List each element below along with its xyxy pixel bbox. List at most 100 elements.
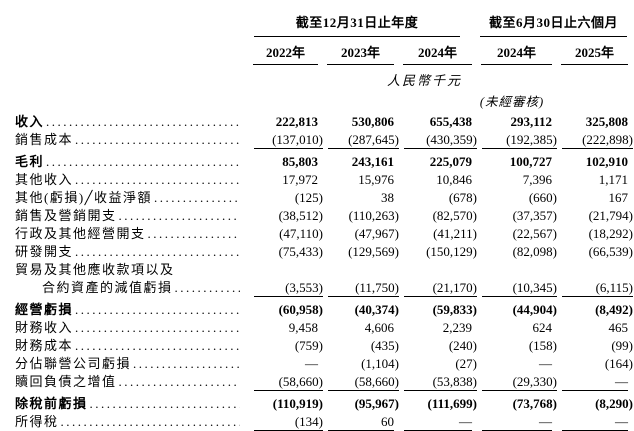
- cell-value: (240): [448, 338, 477, 353]
- cell-value: 655,438: [429, 114, 472, 129]
- cell-value: (18,292): [588, 226, 633, 241]
- cell-value: (60,958): [278, 302, 323, 317]
- cell-value: —: [305, 356, 318, 371]
- cell-value: 85,803: [282, 154, 318, 169]
- cell-value: —: [562, 373, 628, 391]
- table-body: 收入 222,813 530,806 655,438 293,112 325,8…: [15, 113, 633, 431]
- table-row-gross-profit: 毛利 85,803 243,161 225,079 100,727 102,91…: [15, 153, 628, 171]
- dot-leader: [44, 113, 240, 131]
- dot-leader: [73, 301, 240, 319]
- cell-value: (29,330): [482, 373, 557, 391]
- cell-value: (3,553): [254, 279, 323, 297]
- cell-value: 222,813: [275, 114, 318, 129]
- cell-value: (150,129): [426, 244, 477, 259]
- table-row-operating-loss: 經營虧損 (60,958) (40,374) (59,833) (44,904)…: [15, 301, 633, 319]
- dot-leader: [131, 355, 240, 373]
- cell-value: 10,846: [436, 172, 472, 187]
- cell-value: (47,110): [279, 226, 323, 241]
- table-row-cost-of-sales: 銷售成本 (137,010) (287,645) (430,359) (192,…: [15, 131, 633, 149]
- dot-leader: [73, 319, 240, 337]
- cell-value: (111,699): [427, 396, 477, 411]
- cell-value: 225,079: [429, 154, 472, 169]
- row-label: 分佔聯營公司虧損: [15, 355, 244, 373]
- table-row-income-tax: 所得稅 (134) 60 — — —: [15, 413, 628, 431]
- cell-value: (10,345): [482, 279, 557, 297]
- table-row-impairment-label-line1: 貿易及其他應收款項以及: [15, 261, 628, 279]
- table-header-years: 2022年 2023年 2024年 2024年 2025年: [15, 42, 628, 65]
- table-header-unaudited-row: (未經審核): [15, 89, 628, 110]
- cell-value: (435): [370, 338, 399, 353]
- cell-value: 465: [608, 320, 629, 335]
- row-label: 所得稅: [15, 413, 244, 431]
- cell-value: (678): [448, 190, 477, 205]
- cell-value: (660): [528, 190, 557, 205]
- cell-value: (99): [611, 338, 633, 353]
- row-label-text: 銷售成本: [15, 132, 74, 147]
- cell-value: (75,433): [278, 244, 323, 259]
- cell-value: (73,768): [512, 396, 557, 411]
- row-label-text: 贖回負債之增值: [15, 374, 117, 389]
- table-row-other-income: 其他收入 17,972 15,976 10,846 7,396 1,171: [15, 171, 628, 189]
- cell-value: (22,567): [512, 226, 557, 241]
- cell-value: —: [404, 413, 472, 431]
- table-row-share-of-associates-losses: 分佔聯營公司虧損 — (1,104) (27) — (164): [15, 355, 633, 373]
- cell-value: 100,727: [509, 154, 552, 169]
- dot-leader: [173, 279, 240, 297]
- row-label: 合約資產的減值虧損: [15, 279, 244, 297]
- cell-value: 293,112: [510, 114, 552, 129]
- cell-value: (58,660): [328, 373, 399, 391]
- row-label-text: 貿易及其他應收款項以及: [15, 262, 175, 277]
- column-header-2024-interim: 2024年: [481, 42, 552, 65]
- table-row-selling-marketing-expenses: 銷售及營銷開支 (38,512) (110,263) (82,570) (37,…: [15, 207, 633, 225]
- cell-value: (27): [455, 356, 477, 371]
- cell-value: (11,750): [328, 279, 399, 297]
- cell-value: 2,239: [442, 320, 472, 335]
- row-label: 銷售及營銷開支: [15, 207, 244, 225]
- cell-value: (134): [254, 413, 323, 431]
- cell-value: 243,161: [351, 154, 394, 169]
- table-row-finance-costs: 財務成本 (759) (435) (240) (158) (99): [15, 337, 633, 355]
- cell-value: 17,972: [282, 172, 318, 187]
- row-label-text: 除稅前虧損: [15, 396, 88, 411]
- cell-value: (158): [528, 338, 557, 353]
- table-row-other-net-loss-gain: 其他(虧損)╱收益淨額 (125) 38 (678) (660) 167: [15, 189, 628, 207]
- cell-value: (59,833): [432, 302, 477, 317]
- table-row-finance-income: 財務收入 9,458 4,606 2,239 624 465: [15, 319, 628, 337]
- cell-value: (110,919): [272, 396, 323, 411]
- row-label-text: 經營虧損: [15, 302, 74, 317]
- cell-value: (47,967): [354, 226, 399, 241]
- cell-value: (287,645): [328, 131, 399, 149]
- cell-value: (430,359): [404, 131, 477, 149]
- cell-value: (137,010): [254, 131, 323, 149]
- cell-value: (44,904): [512, 302, 557, 317]
- row-label: 其他(虧損)╱收益淨額: [15, 189, 244, 207]
- dot-leader: [73, 337, 240, 355]
- cell-value: 15,976: [358, 172, 394, 187]
- cell-value: (125): [294, 190, 323, 205]
- column-header-2025-interim: 2025年: [561, 42, 628, 65]
- cell-value: (192,385): [482, 131, 557, 149]
- row-label-text: 其他(虧損)╱收益淨額: [15, 190, 152, 205]
- row-label: 毛利: [15, 153, 244, 171]
- dot-leader: [117, 207, 240, 225]
- cell-value: 1,171: [598, 172, 628, 187]
- cell-value: (66,539): [588, 244, 633, 259]
- row-label-text: 行政及其他經營開支: [15, 226, 146, 241]
- column-header-2024: 2024年: [403, 42, 472, 65]
- cell-value: (164): [604, 356, 633, 371]
- row-label-text: 銷售及營銷開支: [15, 208, 117, 223]
- cell-value: 624: [532, 320, 553, 335]
- cell-value: 102,910: [585, 154, 628, 169]
- row-label-text: 收入: [15, 114, 45, 129]
- cell-value: (759): [294, 338, 323, 353]
- cell-value: (8,290): [595, 396, 633, 411]
- row-label: 銷售成本: [15, 131, 244, 149]
- dot-leader: [117, 373, 240, 391]
- table-row-accretion-redemption-liabilities: 贖回負債之增值 (58,660) (58,660) (53,838) (29,3…: [15, 373, 628, 391]
- cell-value: (95,967): [354, 396, 399, 411]
- row-label-text: 其他收入: [15, 172, 74, 187]
- dot-leader: [146, 225, 240, 243]
- table-header-unit-row: 人民幣千元: [15, 65, 628, 89]
- cell-value: (82,098): [512, 244, 557, 259]
- dot-leader: [73, 171, 240, 189]
